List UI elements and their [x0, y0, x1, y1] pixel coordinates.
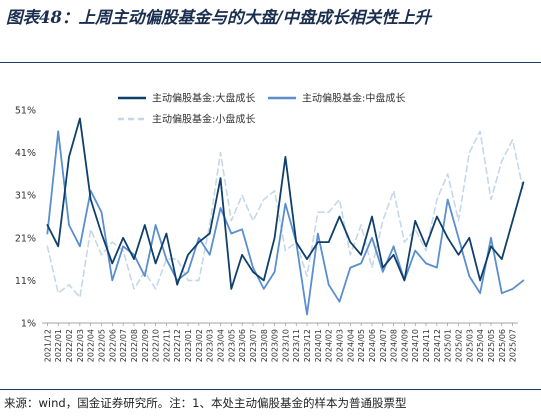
x-tick-label: 2022/10 [152, 329, 161, 362]
x-tick-label: 2022/02 [65, 329, 74, 362]
x-tick-label: 2024/04 [346, 329, 355, 362]
x-tick-label: 2023/01 [184, 329, 193, 362]
legend-label-1: 主动偏股基金:中盘成长 [302, 92, 405, 105]
y-tick-label: 51% [15, 106, 36, 117]
x-tick-label: 2025/03 [465, 329, 474, 362]
x-tick-label: 2025/07 [509, 329, 518, 362]
y-tick-label: 11% [15, 276, 36, 287]
x-tick-label: 2024/08 [390, 329, 399, 362]
y-tick-label: 31% [15, 191, 36, 202]
x-tick-label: 2024/09 [400, 329, 409, 362]
x-tick-label: 2023/05 [227, 329, 236, 362]
series-layer [46, 117, 525, 316]
x-tick-label: 2024/05 [357, 329, 366, 362]
x-tick-label: 2023/11 [292, 329, 301, 362]
x-tick-label: 2025/06 [498, 329, 507, 362]
chart-title: 图表48：上周主动偏股基金与的大盘/中盘成长相关性上升 [6, 8, 431, 27]
x-tick-label: 2022/11 [162, 329, 171, 362]
x-tick-label: 2022/08 [130, 329, 139, 362]
x-tick-label: 2025/01 [444, 329, 453, 362]
legend-label-0: 主动偏股基金:大盘成长 [152, 92, 255, 105]
y-tick-label: 21% [15, 233, 36, 244]
x-tick-label: 2022/01 [54, 329, 63, 362]
x-tick-label: 2025/04 [476, 329, 485, 362]
x-tick-label: 2024/10 [411, 329, 420, 362]
source-note: 来源：wind，国金证券研究所。注：1、本处主动偏股基金的样本为普通股票型 [4, 396, 407, 410]
x-tick-label: 2024/11 [422, 329, 431, 362]
series-line-2 [46, 130, 525, 299]
x-tick-label: 2023/07 [249, 329, 258, 362]
x-tick-label: 2023/04 [217, 329, 226, 362]
x-tick-label: 2023/06 [238, 329, 247, 362]
x-tick-label: 2022/05 [98, 329, 107, 362]
x-tick-label: 2022/04 [87, 329, 96, 362]
x-tick-label: 2023/02 [195, 329, 204, 362]
x-tick-label: 2023/12 [303, 329, 312, 362]
x-tick-label: 2021/12 [43, 329, 52, 362]
x-tick-label: 2024/01 [314, 329, 323, 362]
y-tick-label: 1% [21, 319, 36, 330]
x-tick-label: 2022/09 [141, 329, 150, 362]
x-tick-label: 2024/07 [379, 329, 388, 362]
x-tick-label: 2024/03 [336, 329, 345, 362]
series-line-1 [46, 130, 525, 316]
x-tick-label: 2023/03 [206, 329, 215, 362]
x-tick-label: 2023/09 [271, 329, 280, 362]
x-tick-label: 2022/03 [76, 329, 85, 362]
series-line-0 [46, 117, 525, 290]
x-tick-label: 2022/12 [173, 329, 182, 362]
x-tick-label: 2022/06 [108, 329, 117, 362]
legend-label-2: 主动偏股基金:小盘成长 [152, 113, 255, 126]
x-tick-label: 2025/05 [487, 329, 496, 362]
title-divider [0, 62, 541, 63]
x-tick-label: 2024/06 [368, 329, 377, 362]
x-tick-label: 2024/12 [433, 329, 442, 362]
x-tick-label: 2023/10 [281, 329, 290, 362]
y-tick-label: 41% [15, 148, 36, 159]
x-tick-label: 2023/08 [260, 329, 269, 362]
footer-divider [0, 389, 541, 390]
x-tick-label: 2022/07 [119, 329, 128, 362]
x-tick-label: 2024/02 [325, 329, 334, 362]
chart-axes: 1%11%21%31%41%51%2021/12 2022/01 2022/02 20… [15, 106, 518, 362]
x-tick-label: 2025/02 [455, 329, 464, 362]
